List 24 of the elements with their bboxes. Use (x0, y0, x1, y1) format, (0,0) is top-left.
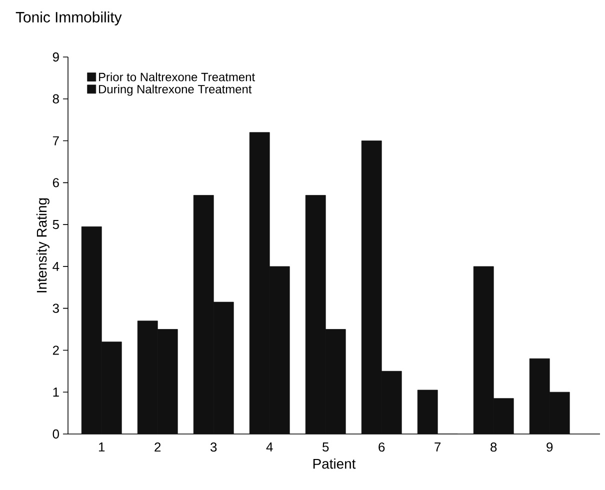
legend-label: Prior to Naltrexone Treatment (99, 72, 255, 82)
y-tick-label: 8 (52, 94, 59, 104)
y-tick-label: 0 (52, 429, 59, 439)
x-tick-label: 2 (154, 442, 161, 452)
legend-label: During Naltrexone Treatment (99, 84, 252, 96)
x-tick-label: 6 (378, 442, 385, 452)
x-tick-label: 3 (210, 442, 217, 452)
x-tick-label: 5 (322, 442, 329, 452)
chart-title: Tonic Immobility (16, 12, 122, 26)
y-tick-label: 5 (52, 220, 59, 230)
x-tick-label: 1 (98, 442, 105, 452)
y-tick-label: 3 (52, 304, 59, 313)
x-tick-label: 9 (546, 442, 553, 452)
y-tick-label: 4 (52, 262, 60, 271)
y-tick-label: 7 (52, 136, 59, 146)
x-tick-label: 7 (434, 442, 441, 452)
x-axis-title: Patient (313, 458, 356, 469)
y-tick-label: 1 (53, 388, 59, 397)
y-axis-title: Intensity Rating (36, 198, 50, 292)
x-tick-label: 8 (490, 442, 497, 452)
y-tick-label: 6 (52, 178, 59, 188)
x-tick-label: 4 (266, 442, 273, 452)
y-tick-label: 2 (52, 346, 59, 355)
y-tick-label: 9 (52, 52, 59, 62)
